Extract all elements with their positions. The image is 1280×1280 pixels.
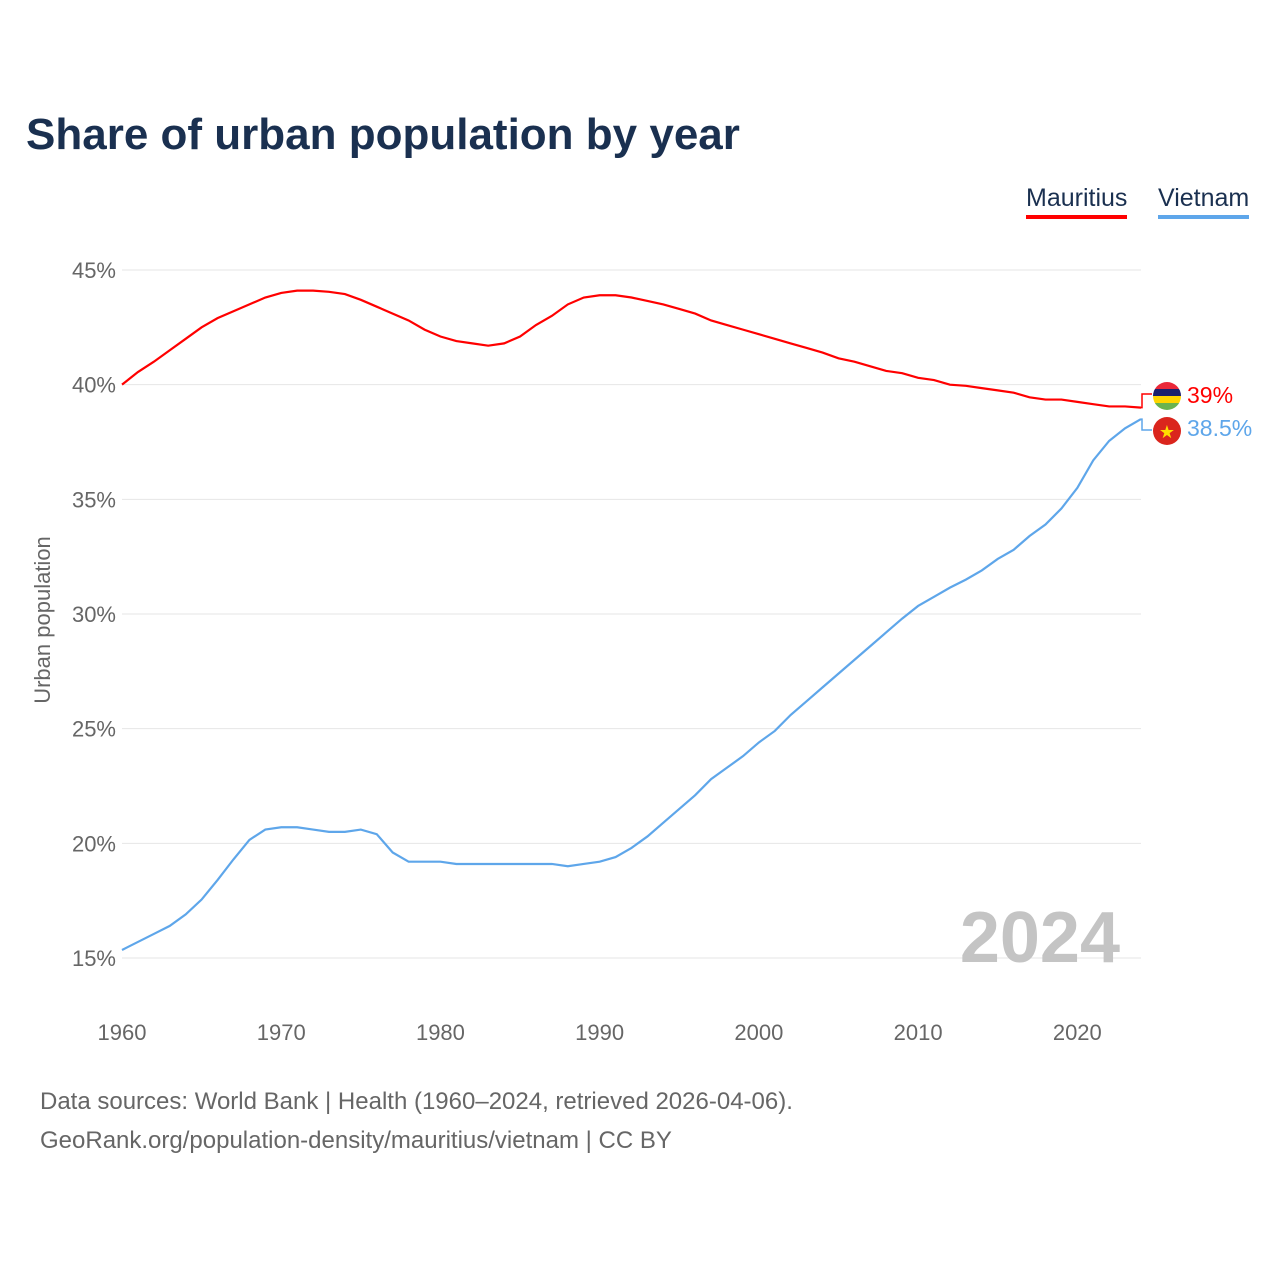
y-tick-label: 45% — [72, 258, 116, 283]
series-line-vietnam — [121, 418, 1142, 951]
x-tick-label: 2000 — [734, 1020, 783, 1045]
footer-sources: Data sources: World Bank | Health (1960–… — [40, 1088, 793, 1115]
vietnam-flag-icon — [1153, 417, 1181, 445]
y-tick-label: 40% — [72, 373, 116, 398]
connector-mauritius — [1141, 393, 1152, 409]
y-tick-label: 30% — [72, 602, 116, 627]
x-tick-label: 1980 — [416, 1020, 465, 1045]
x-tick-label: 2010 — [894, 1020, 943, 1045]
x-tick-label: 1960 — [98, 1020, 147, 1045]
end-label-mauritius: 39% — [1187, 382, 1233, 408]
legend-mauritius[interactable]: Mauritius — [1026, 184, 1128, 219]
y-tick-label: 25% — [72, 717, 116, 742]
end-label-vietnam: 38.5% — [1187, 415, 1252, 441]
chart-title: Share of urban population by year — [26, 110, 740, 159]
legend-vietnam[interactable]: Vietnam — [1158, 184, 1250, 219]
footer-link[interactable]: GeoRank.org/population-density/mauritius… — [40, 1127, 672, 1154]
x-tick-label: 1970 — [257, 1020, 306, 1045]
connector-vietnam — [1141, 418, 1152, 431]
mauritius-flag-icon — [1153, 382, 1181, 410]
year-label: 2024 — [960, 898, 1120, 978]
y-tick-label: 15% — [72, 946, 116, 971]
x-tick-label: 2020 — [1053, 1020, 1102, 1045]
y-axis-label: Urban population — [30, 536, 55, 704]
y-tick-label: 20% — [72, 831, 116, 856]
y-tick-label: 35% — [72, 487, 116, 512]
series-line-mauritius — [121, 289, 1142, 409]
x-tick-label: 1990 — [575, 1020, 624, 1045]
star-icon: ★ — [1159, 422, 1175, 442]
